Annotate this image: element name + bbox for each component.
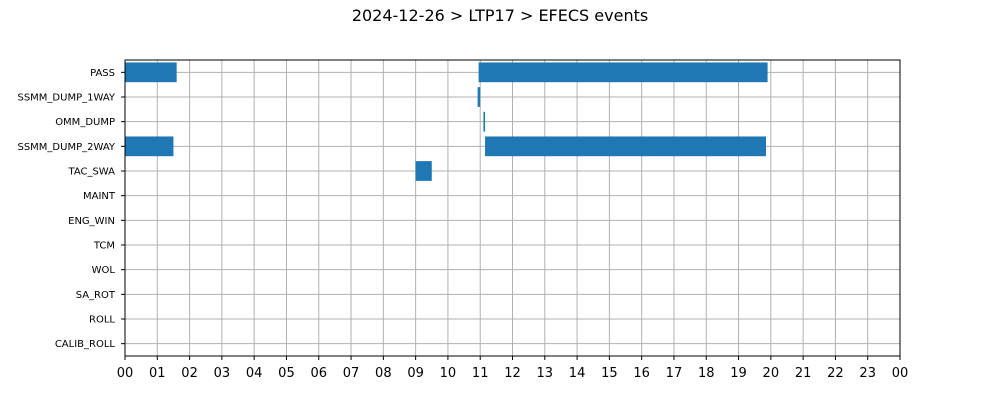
x-tick-label: 03 bbox=[214, 366, 231, 381]
event-bar-pass bbox=[125, 62, 177, 83]
event-bar-omm-dump bbox=[483, 111, 486, 132]
x-tick-label: 11 bbox=[472, 366, 489, 381]
y-tick-label-pass: PASS bbox=[90, 68, 115, 79]
x-tick-label: 00 bbox=[117, 366, 134, 381]
y-tick-label-omm-dump: OMM_DUMP bbox=[55, 117, 115, 128]
event-bar-pass bbox=[478, 62, 768, 83]
x-tick-label: 20 bbox=[763, 366, 780, 381]
y-tick-label-ssmm-dump-1way: SSMM_DUMP_1WAY bbox=[17, 93, 115, 104]
y-tick-label-calib-roll: CALIB_ROLL bbox=[55, 339, 116, 350]
x-tick-label: 13 bbox=[537, 366, 554, 381]
y-tick-label-eng-win: ENG_WIN bbox=[68, 216, 115, 227]
x-tick-label: 07 bbox=[343, 366, 360, 381]
grid bbox=[124, 60, 901, 356]
x-tick-label: 15 bbox=[601, 366, 618, 381]
y-tick-label-tcm: TCM bbox=[93, 241, 115, 252]
y-tick-label-ssmm-dump-2way: SSMM_DUMP_2WAY bbox=[17, 142, 115, 153]
y-tick-label-maint: MAINT bbox=[83, 191, 116, 202]
y-axis: PASS SSMM_DUMP_1WAY OMM_DUMP SSMM_DUMP_2WAY… bbox=[17, 68, 125, 350]
x-tick-label: 23 bbox=[859, 366, 876, 381]
x-tick-label: 10 bbox=[440, 366, 457, 381]
x-tick-label: 21 bbox=[795, 366, 812, 381]
y-tick-label-roll: ROLL bbox=[89, 315, 115, 326]
x-tick-label: 17 bbox=[666, 366, 683, 381]
event-bar-tac-swa bbox=[415, 161, 432, 181]
x-tick-label: 02 bbox=[181, 366, 198, 381]
x-tick-label: 05 bbox=[278, 366, 295, 381]
x-tick-label: 00 bbox=[892, 366, 909, 381]
y-tick-label-tac-swa: TAC_SWA bbox=[67, 167, 115, 178]
x-tick-label: 08 bbox=[375, 366, 392, 381]
event-bar-ssmm-dump-2way bbox=[125, 136, 174, 157]
x-tick-label: 22 bbox=[827, 366, 844, 381]
x-tick-label: 06 bbox=[310, 366, 327, 381]
y-tick-label-sa-rot: SA_ROT bbox=[76, 290, 116, 301]
x-tick-label: 19 bbox=[730, 366, 747, 381]
event-bar-ssmm-dump-1way bbox=[477, 87, 481, 107]
x-tick-label: 09 bbox=[407, 366, 424, 381]
event-bar-ssmm-dump-2way bbox=[485, 136, 766, 157]
event-bars bbox=[125, 62, 768, 181]
x-tick-label: 16 bbox=[633, 366, 650, 381]
x-tick-label: 14 bbox=[569, 366, 586, 381]
x-tick-label: 01 bbox=[149, 366, 166, 381]
x-tick-label: 18 bbox=[698, 366, 715, 381]
y-tick-label-wol: WOL bbox=[92, 265, 116, 276]
chart-title: 2024-12-26 > LTP17 > EFECS events bbox=[351, 6, 649, 25]
x-tick-label: 04 bbox=[246, 366, 263, 381]
x-tick-label: 12 bbox=[504, 366, 521, 381]
x-axis: 00 01 02 03 04 05 06 07 08 09 10 11 12 13 14 15 16 17 18 19… bbox=[117, 356, 909, 381]
